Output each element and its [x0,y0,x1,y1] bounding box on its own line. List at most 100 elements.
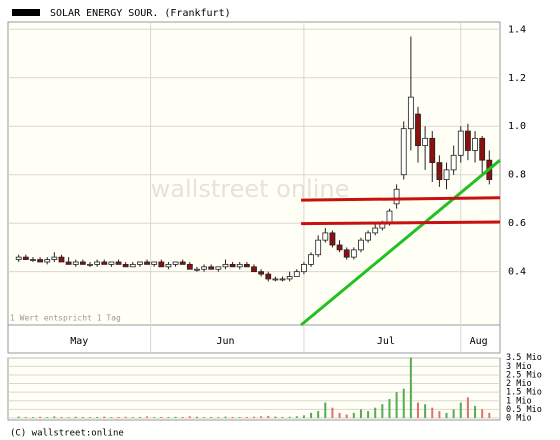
candle-body [293,271,300,277]
volume-bar [459,402,462,418]
volume-bar [281,416,284,418]
candle-body [51,256,58,260]
legend-swatch [12,9,40,16]
volume-bar [210,416,213,418]
watermark: wallstreet online [151,175,350,203]
volume-bar [110,417,113,418]
candle-body [386,210,393,224]
candle-body [229,263,236,268]
candle-body [251,266,257,273]
volume-bar [203,417,206,418]
volume-bar [409,357,412,418]
candle-body [322,232,329,241]
volume-bar [438,411,441,418]
volume-bar [338,412,341,418]
candle-body [436,162,443,180]
volume-bar [31,417,34,418]
volume-bar [153,417,156,418]
candle-body [443,169,450,180]
volume-bar [24,416,27,418]
x-axis-area [7,324,501,354]
y-tick-label: 1 Mio [506,396,532,406]
y-tick-label: 3 Mio [506,362,532,372]
volume-bar [402,388,405,418]
candle-body [465,130,471,151]
annotation: 1 Wert entspricht 1 Tag [10,314,121,323]
candle-body [343,249,350,258]
trend-line [300,159,501,327]
x-tick-label: Jul [377,336,395,347]
volume-bar [274,416,277,418]
volume-bar [388,399,391,418]
y-tick-label: 1.4 [508,24,526,35]
candle-body [122,263,129,268]
x-tick-label: Jun [216,336,234,347]
candle-body [279,278,286,281]
volume-bar [381,404,384,418]
x-tick-label: May [70,336,88,347]
candle-body [79,261,86,265]
volume-bar [217,417,220,418]
y-tick-label: 1.0 [508,121,526,132]
volume-bar [324,402,327,418]
volume-bar [310,412,313,418]
volume-bar [359,409,362,418]
volume-bar [231,416,234,418]
y-tick-label: 0 Mio [506,414,532,424]
candle-body [422,137,429,147]
legend-label: SOLAR ENERGY SOUR. (Frankfurt) [50,8,231,19]
candle-body [158,261,165,268]
candle-body [407,96,414,130]
volume-bar [302,415,305,418]
volume-bar [17,416,20,418]
y-tick-label: 0.6 [508,218,526,229]
volume-bar [224,416,227,418]
candle-body [108,261,115,265]
candle-body [429,137,436,163]
candle-body [65,261,72,265]
candle-body [457,130,464,156]
candle-body [137,261,143,265]
candle-body [72,261,79,265]
candle-body [286,276,293,280]
volume-bar [131,417,134,418]
volume-bar [103,416,106,418]
volume-bar [46,417,49,418]
candle-body [243,263,250,268]
footer: (C) wallstreet:online [10,429,124,439]
candle-body [215,266,222,270]
candle-body [186,263,193,270]
volume-bar [367,411,370,418]
candle-body [37,259,43,263]
volume-bar [295,416,298,418]
candle-body [30,259,36,261]
volume-bar [331,407,334,418]
candle-body [172,261,179,265]
volume-bar [488,412,491,418]
candle-body [329,232,336,246]
y-tick-label: 1.2 [508,73,526,84]
candle-body [258,271,265,275]
volume-bar [124,416,127,418]
candle-body [450,154,457,171]
candle-body [44,259,51,263]
volume-bar [174,416,177,418]
volume-bar [424,404,427,418]
y-tick-label: 2 Mio [506,379,532,389]
candle-body [22,256,29,260]
volume-bar [53,416,56,418]
volume-bar [445,412,448,418]
candle-body [94,261,101,265]
candle-body [301,263,307,273]
candle-body [222,263,229,268]
volume-bar [67,417,70,418]
candle-body [151,261,158,265]
candle-body [144,261,150,265]
volume-bar [374,407,377,418]
candle-body [372,227,379,234]
candle-body [201,266,207,270]
volume-bar [195,416,198,418]
volume-bar [138,416,141,418]
candle-body [179,261,186,265]
